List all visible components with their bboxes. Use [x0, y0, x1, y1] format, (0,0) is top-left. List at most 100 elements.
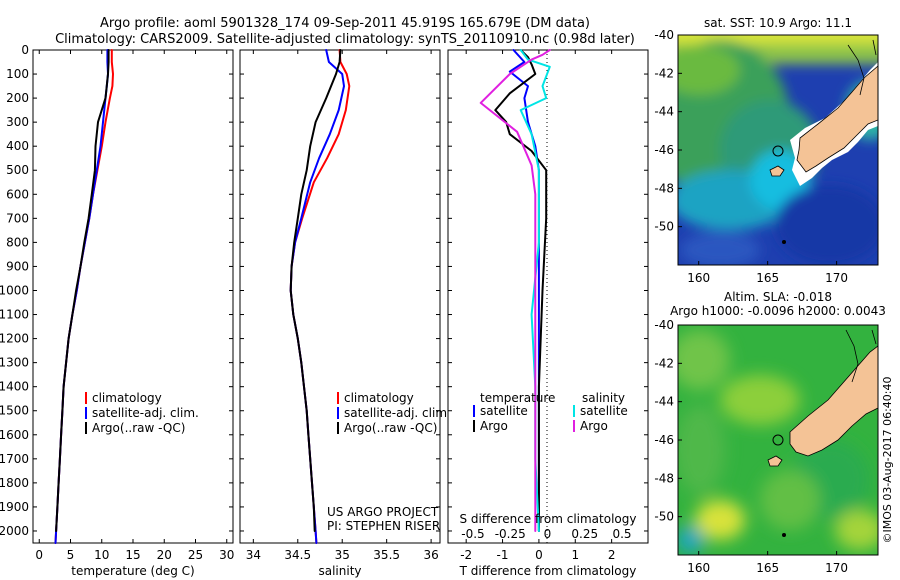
sst-map-panel: sat. SST: 10.9 Argo: 11.1 16 [654, 16, 879, 285]
latitude-tick-label: -44 [654, 395, 674, 409]
sst-field [678, 35, 878, 265]
x-tick-label: 15 [125, 548, 140, 562]
longitude-tick-label: 160 [687, 561, 710, 575]
temperature-panel: 0100200300400500600700800900100011001200… [0, 43, 234, 578]
x-tick-label: 34.5 [284, 548, 311, 562]
title-line-2: Climatology: CARS2009. Satellite-adjuste… [55, 32, 635, 47]
legend-title-salinity: salinity [582, 391, 625, 405]
latitude-tick-label: -42 [654, 356, 674, 370]
x-tick-label: 2 [608, 548, 616, 562]
series-line-argo-raw-qc [55, 49, 110, 532]
salinity-difference-label: S difference from climatology [460, 512, 637, 526]
salinity-difference-tick-label: -0.25 [495, 527, 526, 541]
legend-label-climatology: climatology [92, 391, 162, 405]
latitude-tick-label: -50 [654, 510, 674, 524]
latitude-tick-label: -44 [654, 105, 674, 119]
x-tick-label: -1 [497, 548, 509, 562]
salinity-difference-tick-label: 0.25 [571, 527, 598, 541]
x-tick-label: 35 [335, 548, 350, 562]
latitude-tick-label: -46 [654, 143, 674, 157]
pi-label: PI: STEPHEN RISER [327, 519, 440, 533]
x-tick-label: 0 [535, 548, 543, 562]
x-tick-label: 5 [67, 548, 75, 562]
legend-title-temperature: temperature [480, 391, 555, 405]
difference-series [479, 49, 551, 532]
salinity-legend: climatology satellite-adj. clim. Argo(..… [337, 391, 451, 435]
depth-tick-label: 800 [6, 235, 29, 249]
legend-label-sal-satellite: satellite [580, 404, 628, 418]
series-line-argo-raw-qc [289, 49, 342, 532]
x-tick-label: 30 [219, 548, 234, 562]
latitude-tick-label: -40 [654, 318, 674, 332]
series-line-salinity-argo [479, 49, 551, 532]
x-tick-label: 35.5 [373, 548, 400, 562]
salinity-x-axis: 34 34.5 35 35.5 36 [246, 50, 439, 562]
difference-legend: temperature satellite Argo salinity sate… [473, 391, 628, 433]
latitude-tick-label: -42 [654, 66, 674, 80]
x-tick-label: 10 [94, 548, 109, 562]
x-tick-label: 34 [246, 548, 261, 562]
salinity-difference-tick-label: 0 [544, 527, 552, 541]
sst-coastline-ridge [847, 39, 877, 96]
latitude-tick-label: -50 [654, 220, 674, 234]
depth-tick-label: 0 [21, 43, 29, 57]
legend-label-satellite-adj: satellite-adj. clim. [92, 406, 199, 420]
legend-label-temp-satellite: satellite [480, 404, 528, 418]
sla-field [678, 325, 878, 555]
salinity-panel: 34 34.5 35 35.5 36 climatology satellite-adj… [239, 49, 451, 578]
depth-tick-label: 600 [6, 187, 29, 201]
sst-small-island [782, 240, 786, 244]
stewart-island [769, 165, 785, 177]
depth-tick-label: 2000 [0, 524, 29, 538]
x-tick-label: 20 [157, 548, 172, 562]
salinity-difference-tick-label: -0.5 [461, 527, 484, 541]
sla-map-title-line-2: Argo h1000: -0.0096 h2000: 0.0043 [670, 304, 886, 318]
longitude-tick-label: 165 [756, 271, 779, 285]
salinity-difference-tick-label: 0.5 [612, 527, 631, 541]
salinity-series [289, 49, 351, 544]
x-tick-label: 0 [35, 548, 43, 562]
difference-depth-ticks [448, 49, 648, 532]
latitude-tick-label: -40 [654, 28, 674, 42]
salinity-difference-axis: -0.5 -0.25 0 0.25 0.5 [461, 527, 631, 541]
latitude-tick-label: -46 [654, 433, 674, 447]
depth-tick-label: 300 [6, 115, 29, 129]
sla-map-panel: Altim. SLA: -0.018 Argo h1000: -0.0096 h… [654, 290, 886, 575]
temperature-x-axis: 0 5 10 15 20 25 30 [35, 50, 234, 562]
new-zealand-south-island [789, 345, 878, 457]
sla-coastline-ridge [845, 329, 877, 383]
depth-tick-label: 1600 [0, 428, 29, 442]
temperature-series [54, 49, 114, 544]
depth-tick-label: 1100 [0, 308, 29, 322]
float-position-marker [772, 145, 784, 157]
temperature-legend: climatology satellite-adj. clim. Argo(..… [85, 391, 199, 435]
legend-label-temp-argo: Argo [480, 419, 508, 433]
latitude-tick-label: -48 [654, 181, 674, 195]
sla-small-island [782, 533, 786, 537]
depth-tick-label: 1200 [0, 332, 29, 346]
depth-tick-label: 400 [6, 139, 29, 153]
salinity-plot-frame [239, 49, 441, 544]
legend-label-satellite-adj: satellite-adj. clim. [344, 406, 451, 420]
sla-map-title-line-1: Altim. SLA: -0.018 [724, 290, 832, 304]
series-line-temperature-argo [494, 49, 548, 532]
project-label: US ARGO PROJECT [327, 505, 439, 519]
difference-plot-frame [447, 49, 649, 544]
salinity-x-label: salinity [318, 564, 361, 578]
difference-x-axis: -2 -1 0 1 2 [460, 50, 615, 562]
depth-tick-label: 1700 [0, 452, 29, 466]
sst-map-axes: 160 165 170 -40 -42 -44 -46 -48 -50 [654, 28, 848, 285]
longitude-tick-label: 170 [825, 561, 848, 575]
depth-tick-label: 1400 [0, 380, 29, 394]
legend-label-argo: Argo(..raw -QC) [92, 421, 185, 435]
longitude-tick-label: 170 [825, 271, 848, 285]
x-tick-label: 1 [571, 548, 579, 562]
x-tick-label: -2 [460, 548, 472, 562]
depth-tick-label: 1800 [0, 476, 29, 490]
legend-label-sal-argo: Argo [580, 419, 608, 433]
depth-axis: 0 100 200 300 400 500 600 700 800 900 1000 1100 1200… [0, 43, 233, 538]
stewart-island [767, 455, 783, 467]
depth-tick-label: 700 [6, 211, 29, 225]
difference-x-label: T difference from climatology [459, 564, 637, 578]
